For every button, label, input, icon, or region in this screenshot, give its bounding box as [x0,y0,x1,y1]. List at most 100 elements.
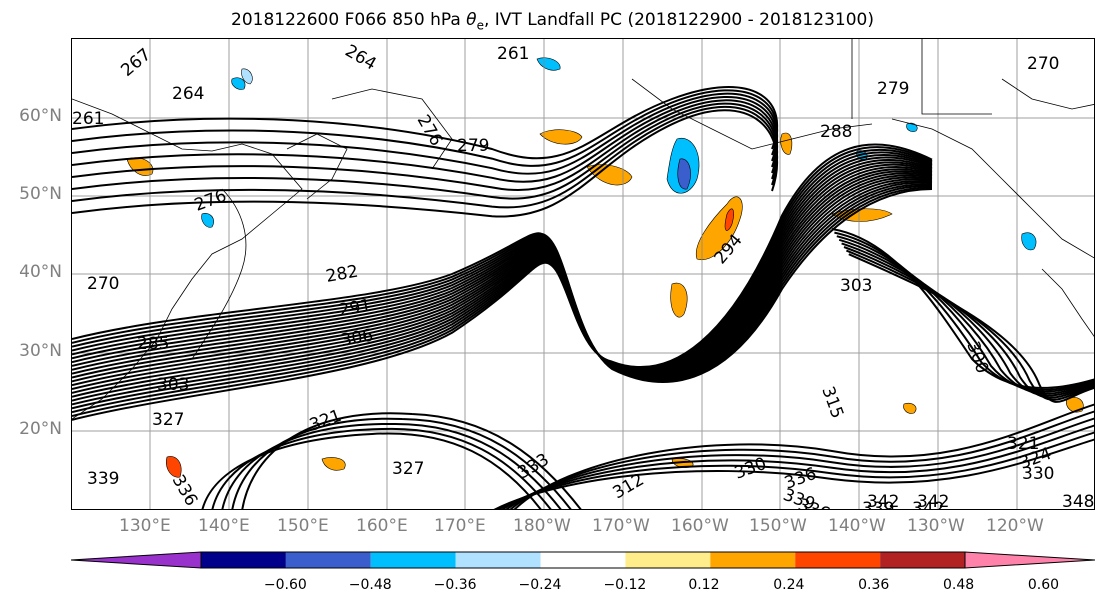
contour-value-label: 330 [732,454,769,484]
theta-e-contour [72,89,778,167]
ivt-pc-shading [677,158,691,190]
colorbar [71,551,1095,569]
theta-e-contour [834,231,1094,391]
ivt-pc-shading [906,122,918,132]
colorbar-tick-label: −0.24 [518,577,562,593]
coastline [1041,268,1094,337]
contour-value-label: 339 [87,469,119,489]
ivt-pc-shading [201,213,214,228]
contour-value-label: 270 [1027,54,1059,74]
ivt-pc-shading [536,57,561,71]
map-panel: 267 264 261 264 261 279 288 270 279 276 282 291 306 3… [71,38,1095,510]
theta-e-contour [201,432,542,509]
colorbar-tick-label: 0.60 [1027,577,1060,593]
theta-e-contour [848,253,1094,403]
ivt-pc-shading [231,77,246,90]
colorbar-tick-label: 0.12 [688,577,720,593]
lon-label: 140°E [198,516,250,536]
ivt-pc-shading [670,282,688,318]
contour-value-label: 279 [877,79,909,99]
contour-value-label: 339 [862,499,894,510]
colorbar-segment [625,552,711,568]
theta-e-contour [841,242,1094,397]
colorbar-tick-label: 0.48 [943,577,975,593]
theta-e-contour [241,412,582,509]
colorbar-segment [880,552,965,568]
contour-value-label: 300 [962,339,992,376]
theta-e-contour [72,109,778,218]
lon-label: 130°W [907,516,965,536]
ivt-pc-shading [1066,397,1084,413]
lon-label: 170°W [592,516,650,536]
coastline [286,133,348,200]
contour-value-label: 303 [840,276,872,296]
ivt-pc-shading [780,132,793,155]
contour-value-label: 267 [117,45,155,81]
lon-label: 150°W [749,516,807,536]
contour-value-label: 342 [912,499,944,510]
contour-value-label: 288 [820,122,852,142]
colorbar-tick-label: −0.60 [263,577,307,593]
contour-value-label: 330 [1022,464,1054,484]
coastline [851,39,992,119]
lon-label: 120°W [986,516,1044,536]
theta-e-contour [831,228,1094,389]
colorbar-extend-low [71,551,202,569]
contour-value-label: 327 [152,410,184,430]
contour-value-label: 336 [168,472,202,510]
theta-e-contour [72,99,778,192]
contour-value-label: 261 [72,109,104,129]
theta-e-contour [846,249,1094,401]
lon-label: 160°E [356,516,408,536]
coastline [1001,78,1094,110]
theta-e-contour [221,422,562,509]
colorbar-tick-label: −0.12 [603,577,647,593]
lat-label: 20°N [19,419,62,439]
ivt-pc-shading [1021,232,1037,251]
lon-label: 150°E [277,516,329,536]
coastline [891,118,1094,259]
colorbar-segment [201,552,286,568]
contour-value-label: 327 [392,459,424,479]
ivt-pc-shading [241,68,253,85]
colorbar-segment [540,552,626,568]
colorbar-tick-label: 0.36 [858,577,890,593]
contour-value-label: 321 [1007,434,1039,454]
theta-e-contour [843,246,1094,399]
theta-e-contour [231,417,572,509]
colorbar-segment [710,552,796,568]
colorbar-segment [795,552,881,568]
ivt-pc-shading [126,157,154,176]
theta-e-contour [836,235,1094,393]
contour-value-label: 285 [137,334,169,354]
theta-e-contour [211,427,552,509]
contour-value-label: 264 [342,41,380,75]
lat-label: 50°N [19,184,62,204]
contour-value-label: 348 [1062,492,1094,510]
contour-value-label: 342 [917,492,949,510]
map-title: 2018122600 F066 850 hPa θe, IVT Landfall… [231,10,874,33]
contour-value-label: 315 [817,384,847,421]
ivt-pc-shading [903,402,917,414]
contour-value-label: 270 [87,274,119,294]
theta-e-contour [509,410,1094,509]
theta-e-contour [497,431,1094,509]
colorbar-extend-high [964,551,1095,569]
contour-value-label: 303 [157,375,189,395]
theta-e-contour [72,102,778,200]
ivt-pc-shading [539,129,583,145]
contour-value-label: 279 [457,136,489,156]
lon-label: 140°W [828,516,886,536]
theta-e-contour [501,424,1094,509]
lon-label: 160°W [671,516,729,536]
lat-label: 60°N [19,106,62,126]
theta-e-contour [513,403,1094,509]
lon-label: 130°E [119,516,171,536]
theta-e-contour [72,92,778,175]
theta-e-contour [838,238,1094,395]
contour-value-label: 261 [497,44,529,64]
lon-label: 180°W [513,516,571,536]
contour-value-label: 264 [172,84,204,104]
colorbar-segment [370,552,456,568]
colorbar-tick-label: 0.24 [773,577,805,593]
